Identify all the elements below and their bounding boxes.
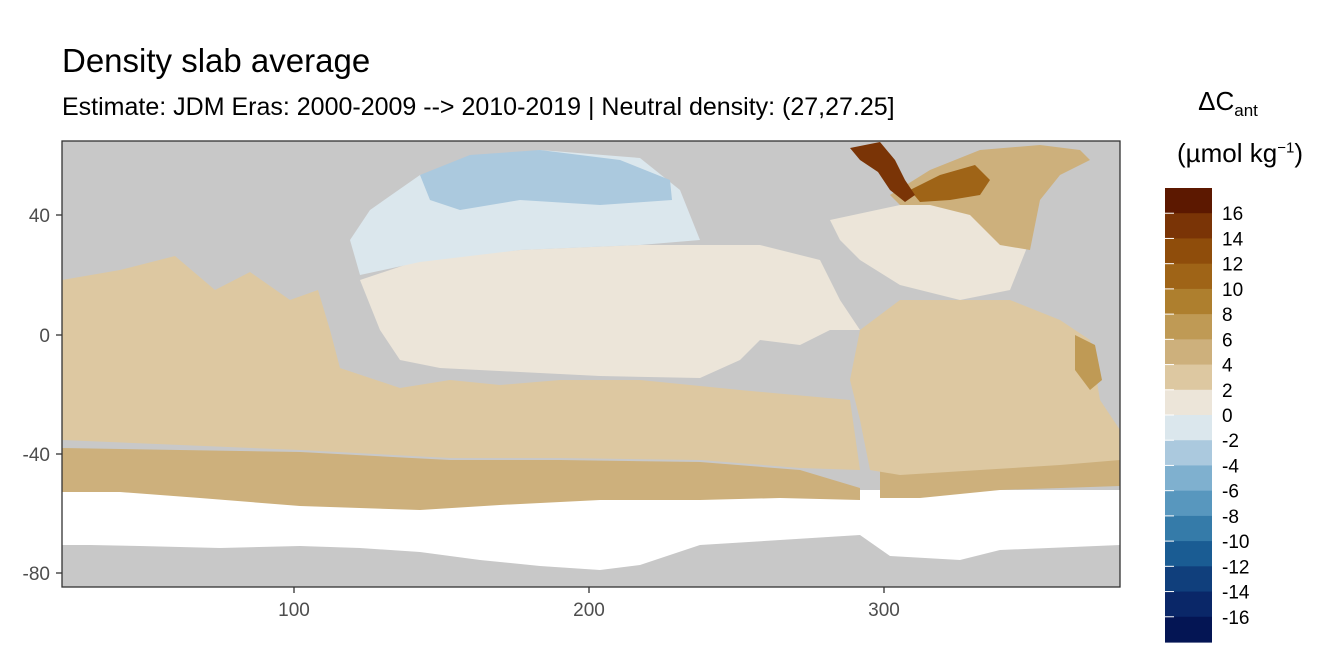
labrador-sea-max — [850, 142, 915, 202]
legend-color-swatch — [1165, 465, 1212, 492]
north-atlantic-subpolar — [890, 145, 1090, 250]
legend-color-swatch — [1165, 440, 1212, 467]
legend-color-swatch — [1165, 591, 1212, 618]
x-tick-label: 100 — [278, 600, 310, 621]
benguela-region — [1075, 335, 1102, 390]
north-atlantic-core — [910, 165, 990, 202]
y-tick-label: -80 — [23, 564, 50, 585]
legend-label: 12 — [1222, 255, 1243, 276]
legend-color-swatch — [1165, 566, 1212, 593]
ocean-field — [62, 142, 1120, 570]
indian-ocean-region — [62, 256, 860, 470]
legend-label: -16 — [1222, 608, 1249, 629]
legend-color-swatch — [1165, 339, 1212, 366]
legend-color-swatch — [1165, 515, 1212, 542]
legend-title-unit: (µmol kg−1) — [1160, 138, 1320, 169]
legend-unit-superscript: −1 — [1277, 139, 1295, 157]
legend-color-swatch — [1165, 364, 1212, 391]
axis-ticks — [56, 214, 885, 593]
legend-color-swatch — [1165, 188, 1212, 214]
legend-color-swatch — [1165, 213, 1212, 240]
legend-label: -2 — [1222, 431, 1239, 452]
legend-label: 16 — [1222, 204, 1243, 225]
legend-symbol: ΔC — [1198, 86, 1235, 116]
legend-unit-suffix: ) — [1294, 138, 1303, 168]
legend-label: -4 — [1222, 456, 1239, 477]
legend-colorbar — [1165, 188, 1212, 643]
legend-color-swatch — [1165, 288, 1212, 315]
legend-label: 10 — [1222, 280, 1243, 301]
x-tick-label: 300 — [868, 600, 900, 621]
legend-color-swatch — [1165, 490, 1212, 517]
kuroshio-region — [420, 150, 672, 210]
legend-label: 2 — [1222, 381, 1233, 402]
panel-border — [61, 140, 1121, 588]
south-atlantic-region — [850, 300, 1120, 475]
legend-label: 8 — [1222, 305, 1233, 326]
legend-color-swatch — [1165, 314, 1212, 340]
legend-label: 4 — [1222, 356, 1233, 377]
x-tick-label: 200 — [573, 600, 605, 621]
legend-labels: 16 14 12 10 8 6 4 2 0 -2 -4 -6 -8 -10 -12 -14 -16 — [1222, 204, 1250, 629]
y-tick-label: 0 — [39, 326, 50, 347]
legend-title-symbol: ΔCant — [1168, 86, 1288, 121]
legend-color-swatch — [1165, 238, 1212, 265]
legend-color-swatch — [1165, 263, 1212, 290]
legend-label: -14 — [1222, 583, 1250, 604]
legend-label: -8 — [1222, 507, 1239, 528]
legend-color-swatch — [1165, 541, 1212, 567]
legend-color-swatch — [1165, 389, 1212, 416]
tropical-pacific-region — [360, 245, 860, 378]
legend-label: 0 — [1222, 406, 1233, 427]
legend-subscript: ant — [1234, 101, 1258, 121]
legend-label: -6 — [1222, 482, 1239, 503]
legend-unit-prefix: (µmol kg — [1177, 138, 1278, 168]
y-tick-label: -40 — [23, 445, 50, 466]
chart-subtitle: Estimate: JDM Eras: 2000-2009 --> 2010-2… — [62, 93, 895, 121]
legend-label: -10 — [1222, 532, 1249, 553]
legend-color-swatch — [1165, 415, 1212, 441]
legend-color-swatch — [1165, 616, 1212, 643]
southern-ocean-band — [62, 448, 860, 510]
legend-label: 14 — [1222, 229, 1244, 250]
legend-label: -12 — [1222, 557, 1249, 578]
axis-tick-labels: 100 200 300 40 0 -40 -80 — [23, 206, 900, 621]
chart-title: Density slab average — [62, 42, 371, 79]
antarctic-nodata-region — [62, 490, 1120, 570]
y-tick-label: 40 — [29, 206, 50, 227]
legend-label: 6 — [1222, 330, 1233, 351]
